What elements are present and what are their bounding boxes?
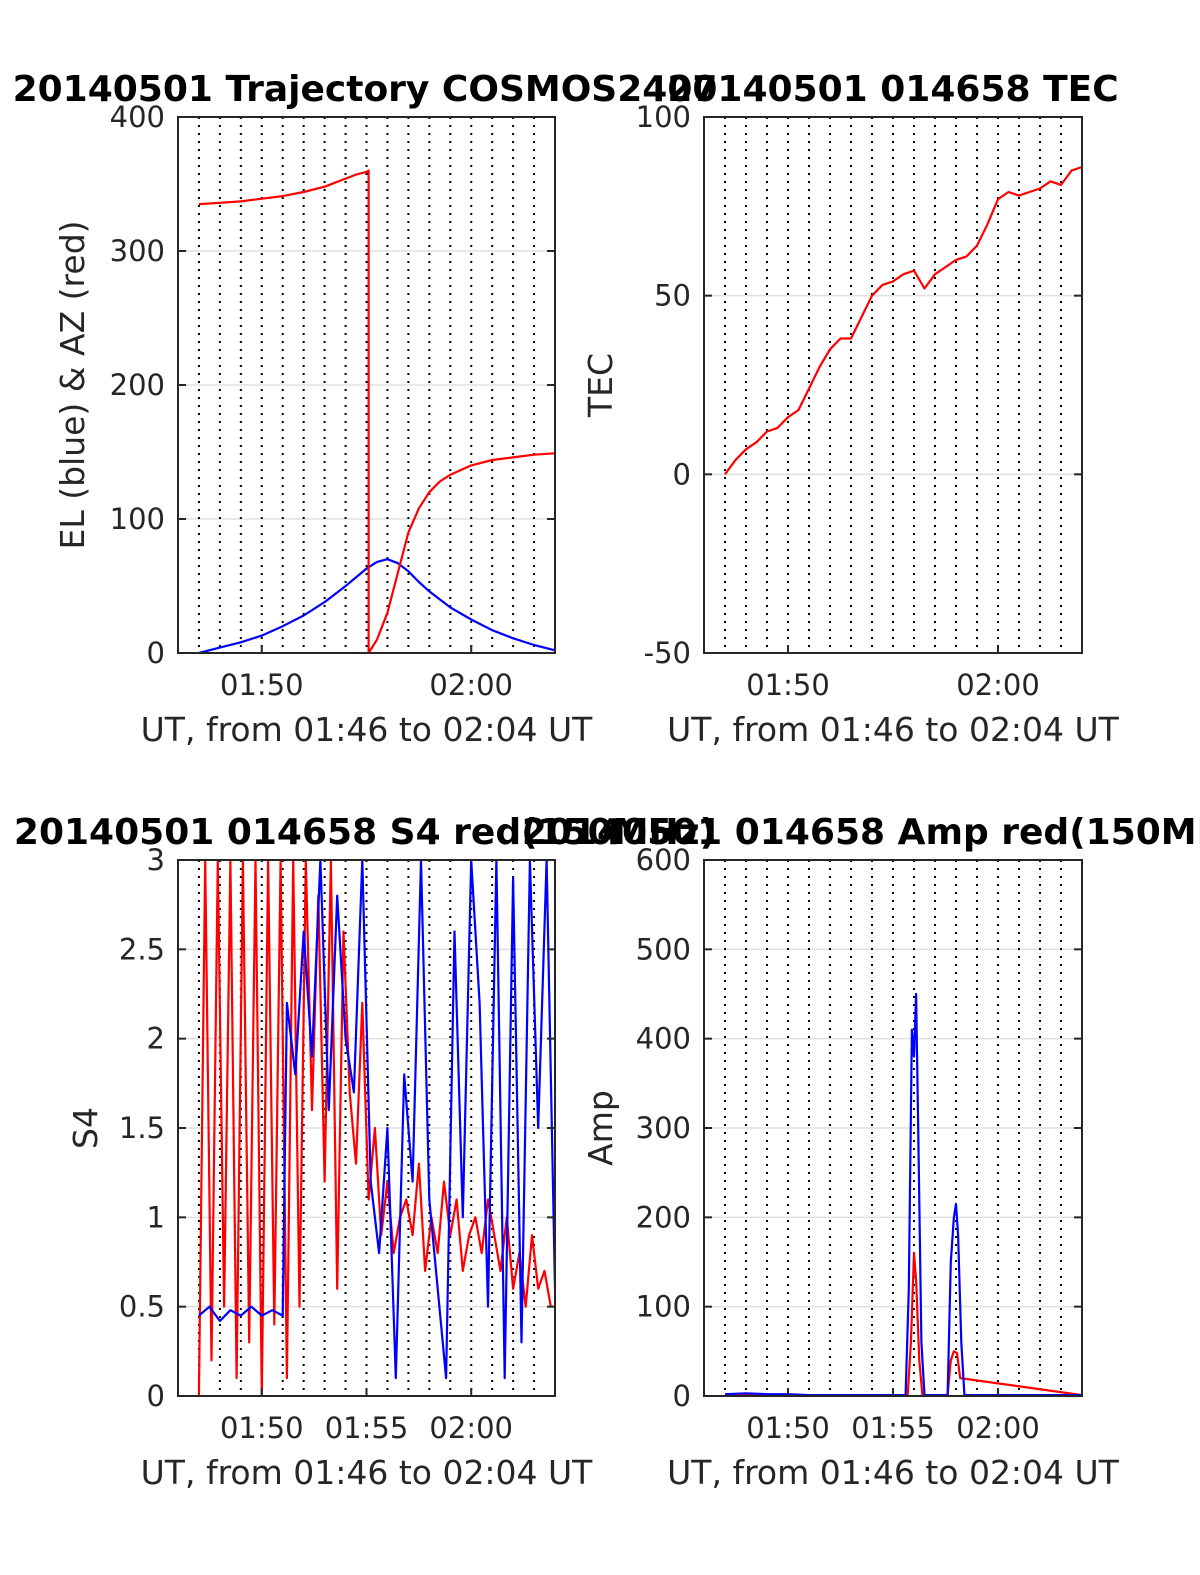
tec-title: 20140501 014658 TEC xyxy=(667,69,1118,110)
s4-ytick-label: 0.5 xyxy=(119,1290,165,1324)
trajectory-ytick-label: 100 xyxy=(110,502,165,536)
trajectory-chart: 0 100 200 300 400 01:50 02:00 UT, from 01:46 to… xyxy=(13,69,718,749)
amp-ytick-label: 300 xyxy=(636,1111,691,1145)
s4-series-red-line xyxy=(197,858,552,1398)
s4-ytick-label: 1.5 xyxy=(119,1111,165,1145)
trajectory-ytick-label: 300 xyxy=(110,234,165,268)
trajectory-series-blue-line xyxy=(198,558,556,655)
s4-ytick-label: 1 xyxy=(147,1200,165,1234)
s4-ytick-label: 2 xyxy=(147,1022,165,1056)
tec-xlabel: UT, from 01:46 to 02:04 UT xyxy=(667,710,1120,749)
s4-ytick-label: 2.5 xyxy=(119,932,165,966)
amp-xtick-label: 02:00 xyxy=(956,1411,1040,1445)
trajectory-ylabel: EL (blue) & AZ (red) xyxy=(53,220,92,549)
tec-ytick-label: 100 xyxy=(636,100,691,134)
amp-ylabel: Amp xyxy=(581,1090,620,1166)
s4-xtick-label: 01:50 xyxy=(220,1411,304,1445)
amp-ytick-label: 500 xyxy=(636,932,691,966)
amp-xtick-label: 01:55 xyxy=(851,1411,935,1445)
s4-xtick-label: 01:55 xyxy=(325,1411,409,1445)
tec-ytick-label: 50 xyxy=(654,279,691,313)
tec-axes-box xyxy=(703,116,1083,654)
amp-ytick-label: 100 xyxy=(636,1290,691,1324)
amp-xlabel: UT, from 01:46 to 02:04 UT xyxy=(667,1453,1120,1492)
amp-xtick-label: 01:50 xyxy=(746,1411,830,1445)
trajectory-series-red-line xyxy=(198,169,556,655)
s4-xlabel: UT, from 01:46 to 02:04 UT xyxy=(141,1453,594,1492)
tec-xtick-label: 01:50 xyxy=(746,668,830,702)
trajectory-xlabel: UT, from 01:46 to 02:04 UT xyxy=(141,710,594,749)
s4-xtick-label: 02:00 xyxy=(429,1411,513,1445)
amp-title: 20140501 014658 Amp red(150MHz) xyxy=(522,812,1200,853)
amp-chart: 0 100 200 300 400 500 600 01:50 01:55 02:00 UT, fr… xyxy=(522,812,1200,1492)
trajectory-ytick-label: 0 xyxy=(147,636,165,670)
s4-ytick-label: 3 xyxy=(147,843,165,877)
trajectory-ytick-label: 200 xyxy=(110,368,165,402)
tec-ylabel: TEC xyxy=(581,353,620,418)
tec-series-red-line xyxy=(724,165,1083,475)
s4-ylabel: S4 xyxy=(66,1107,105,1149)
amp-ytick-label: 600 xyxy=(636,843,691,877)
tec-ytick-label: -50 xyxy=(644,636,691,670)
tec-chart: -50 0 50 100 01:50 02:00 UT, from 01:46 to 02:… xyxy=(581,69,1120,749)
trajectory-xtick-label: 02:00 xyxy=(429,668,513,702)
amp-ytick-label: 200 xyxy=(636,1200,691,1234)
s4-title: 20140501 014658 S4 red(150MHz) xyxy=(14,812,716,853)
s4-series-blue-line xyxy=(198,858,557,1380)
s4-ytick-label: 0 xyxy=(147,1379,165,1413)
amp-ytick-label: 0 xyxy=(673,1379,691,1413)
tec-ytick-label: 0 xyxy=(673,457,691,491)
amp-series-blue-line xyxy=(724,992,1082,1397)
amp-ytick-label: 400 xyxy=(636,1022,691,1056)
amp-series-red-line xyxy=(725,1251,1083,1397)
s4-chart: 0 0.5 1 1.5 2 2.5 3 01:50 01:55 02:00 UT, from 01:… xyxy=(14,812,716,1492)
trajectory-xtick-label: 01:50 xyxy=(220,668,304,702)
trajectory-title: 20140501 Trajectory COSMOS2407 xyxy=(13,69,718,110)
trajectory-ytick-label: 400 xyxy=(110,100,165,134)
tec-xtick-label: 02:00 xyxy=(956,668,1040,702)
